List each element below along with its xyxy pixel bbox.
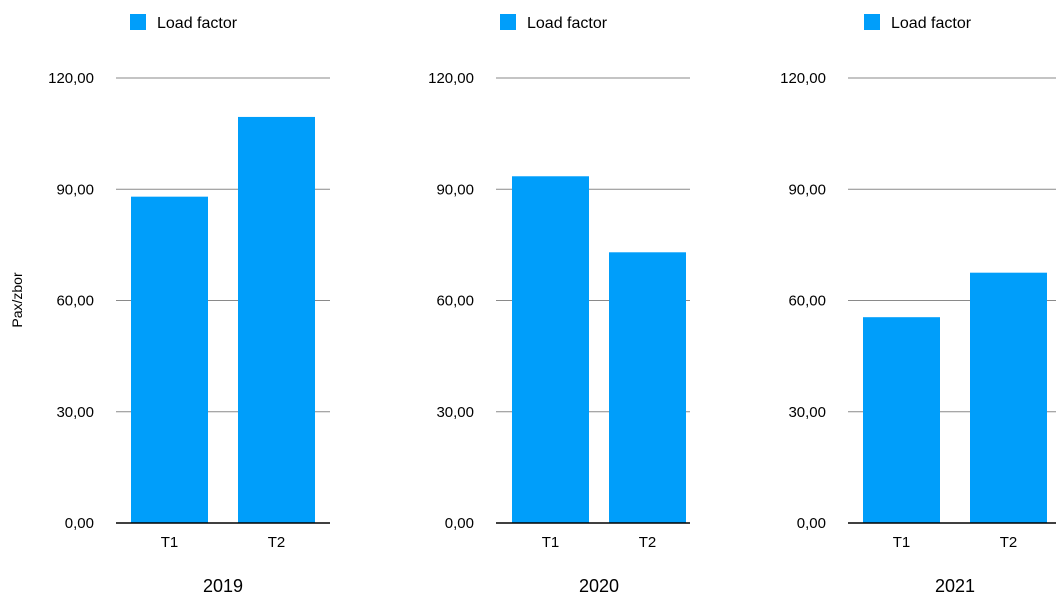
y-tick-label-2019-4: 120,00 (48, 70, 94, 87)
x-tick-label-2021-T1: T1 (893, 534, 911, 551)
bar-2021-T2 (970, 272, 1047, 523)
legend-label-2021: Load factor (891, 15, 972, 32)
bar-2019-T1 (131, 196, 208, 523)
legend-label-2020: Load factor (527, 15, 608, 32)
y-tick-label-2021-3: 90,00 (788, 181, 826, 198)
y-tick-label-2019-3: 90,00 (56, 181, 94, 198)
bar-2020-T2 (609, 252, 686, 523)
y-tick-label-2021-0: 0,00 (797, 515, 826, 532)
y-tick-label-2020-3: 90,00 (436, 181, 474, 198)
x-tick-label-2019-T1: T1 (161, 534, 179, 551)
bar-2021-T1 (863, 317, 940, 523)
y-tick-label-2019-1: 30,00 (56, 404, 94, 421)
legend-swatch-2021 (864, 14, 880, 30)
x-tick-label-2020-T1: T1 (542, 534, 560, 551)
y-axis-title: Pax/zbor (9, 272, 25, 328)
bar-2019-T2 (238, 116, 315, 523)
bar-2020-T1 (512, 176, 589, 524)
y-tick-label-2021-4: 120,00 (780, 70, 826, 87)
y-tick-label-2019-0: 0,00 (65, 515, 94, 532)
panel-title-2020: 2020 (579, 576, 619, 596)
y-tick-label-2020-2: 60,00 (436, 293, 474, 310)
legend-swatch-2020 (500, 14, 516, 30)
y-tick-label-2021-2: 60,00 (788, 293, 826, 310)
x-tick-label-2020-T2: T2 (639, 534, 657, 551)
y-tick-label-2019-2: 60,00 (56, 293, 94, 310)
y-tick-label-2021-1: 30,00 (788, 404, 826, 421)
panel-title-2021: 2021 (935, 576, 975, 596)
x-tick-label-2021-T2: T2 (1000, 534, 1018, 551)
legend-swatch-2019 (130, 14, 146, 30)
y-tick-label-2020-4: 120,00 (428, 70, 474, 87)
panel-title-2019: 2019 (203, 576, 243, 596)
y-tick-label-2020-1: 30,00 (436, 404, 474, 421)
legend-label-2019: Load factor (157, 15, 238, 32)
x-tick-label-2019-T2: T2 (268, 534, 286, 551)
y-tick-label-2020-0: 0,00 (445, 515, 474, 532)
